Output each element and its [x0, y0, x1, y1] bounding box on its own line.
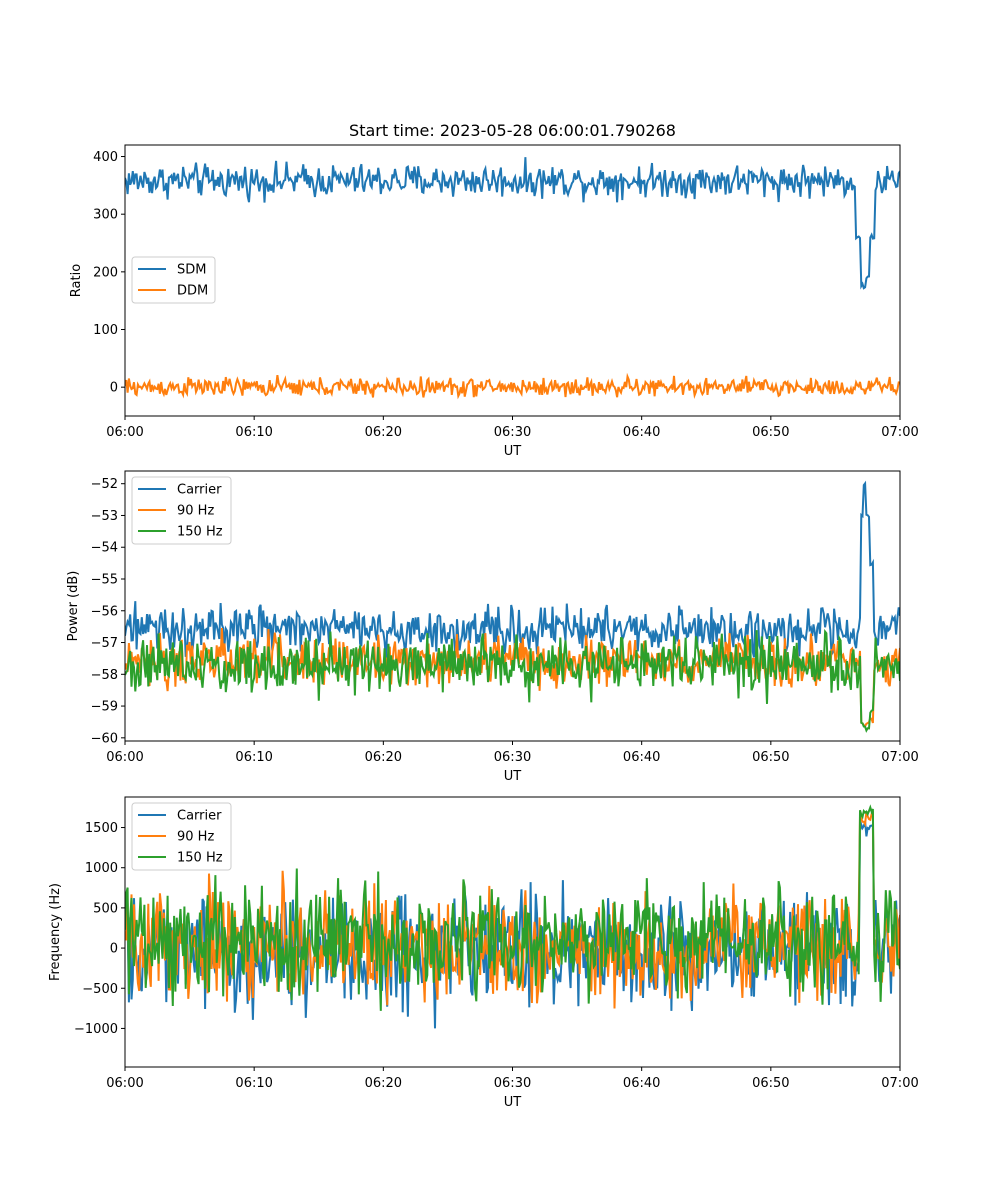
- x-tick-label: 06:30: [494, 750, 531, 765]
- legend: [131, 476, 232, 545]
- y-tick-label: 0: [110, 942, 118, 957]
- x-tick-label: 06:50: [752, 425, 789, 440]
- x-tick-label: 06:00: [106, 750, 143, 765]
- series-line-sdm: [125, 157, 900, 290]
- plot-frame: [124, 470, 901, 742]
- x-tick-label: 06:20: [365, 750, 402, 765]
- x-tick-label: 06:50: [752, 750, 789, 765]
- y-tick-label: 1500: [85, 821, 118, 836]
- y-tick-label: −60: [91, 731, 118, 746]
- x-tick-label: 06:30: [494, 425, 531, 440]
- x-tick-label: 06:40: [623, 750, 660, 765]
- legend-label: 90 Hz: [177, 830, 214, 845]
- x-tick-label: 06:40: [623, 425, 660, 440]
- y-tick-label: −1000: [74, 1022, 118, 1037]
- x-tick-label: 06:00: [106, 425, 143, 440]
- y-tick-label: 200: [93, 265, 118, 280]
- y-tick-label: 400: [93, 150, 118, 165]
- x-axis-label: UT: [504, 769, 522, 784]
- frequency-panel: 06:00 06:10 06:20 06:30 06:40 06:50 07:00 −1000…: [48, 796, 919, 1110]
- x-tick-label: 07:00: [881, 1076, 918, 1091]
- y-tick-label: −53: [91, 509, 118, 524]
- series-line-carrier: [125, 480, 900, 660]
- legend-label: 150 Hz: [177, 851, 223, 866]
- x-tick-label: 07:00: [881, 425, 918, 440]
- series-line-ddm: [125, 372, 900, 400]
- legend-label: 90 Hz: [177, 504, 214, 519]
- legend-label: DDM: [177, 284, 208, 299]
- y-tick-label: 1000: [85, 861, 118, 876]
- x-tick-label: 06:10: [235, 425, 272, 440]
- x-tick-label: 06:10: [235, 750, 272, 765]
- x-tick-label: 06:10: [235, 1076, 272, 1091]
- y-tick-label: −52: [91, 477, 118, 492]
- x-tick-label: 06:50: [752, 1076, 789, 1091]
- series-line-150-hz: [125, 628, 900, 733]
- y-tick-label: 100: [93, 323, 118, 338]
- x-tick-label: 06:30: [494, 1076, 531, 1091]
- y-tick-label: −54: [91, 541, 118, 556]
- legend-label: Carrier: [177, 809, 222, 824]
- y-tick-label: −56: [91, 604, 118, 619]
- y-tick-label: 300: [93, 208, 118, 223]
- legend-label: SDM: [177, 263, 206, 278]
- x-tick-label: 06:00: [106, 1076, 143, 1091]
- y-tick-label: −500: [82, 982, 118, 997]
- legend-label: 150 Hz: [177, 525, 223, 540]
- x-tick-label: 06:40: [623, 1076, 660, 1091]
- y-tick-label: −58: [91, 668, 118, 683]
- y-axis-label: Power (dB): [66, 571, 81, 642]
- legend: [131, 802, 232, 871]
- x-axis-label: UT: [504, 444, 522, 459]
- x-axis-label: UT: [504, 1095, 522, 1110]
- y-tick-label: −55: [91, 573, 118, 588]
- legend-label: Carrier: [177, 483, 222, 498]
- y-tick-label: −57: [91, 636, 118, 651]
- series-line-150-hz: [125, 804, 900, 1011]
- chart-title: Start time: 2023-05-28 06:00:01.790268: [349, 121, 676, 140]
- x-tick-label: 06:20: [365, 1076, 402, 1091]
- y-axis-label: Frequency (Hz): [48, 883, 63, 981]
- y-axis-label: Ratio: [69, 264, 84, 297]
- y-tick-label: 0: [110, 381, 118, 396]
- x-tick-label: 07:00: [881, 750, 918, 765]
- ratio-panel: 06:00 06:10 06:20 06:30 06:40 06:50 07:00 0 100 2…: [69, 144, 919, 459]
- power-panel: 06:00 06:10 06:20 06:30 06:40 06:50 07:00 −60 −5…: [66, 470, 919, 784]
- y-tick-label: −59: [91, 700, 118, 715]
- y-tick-label: 500: [93, 901, 118, 916]
- x-tick-label: 06:20: [365, 425, 402, 440]
